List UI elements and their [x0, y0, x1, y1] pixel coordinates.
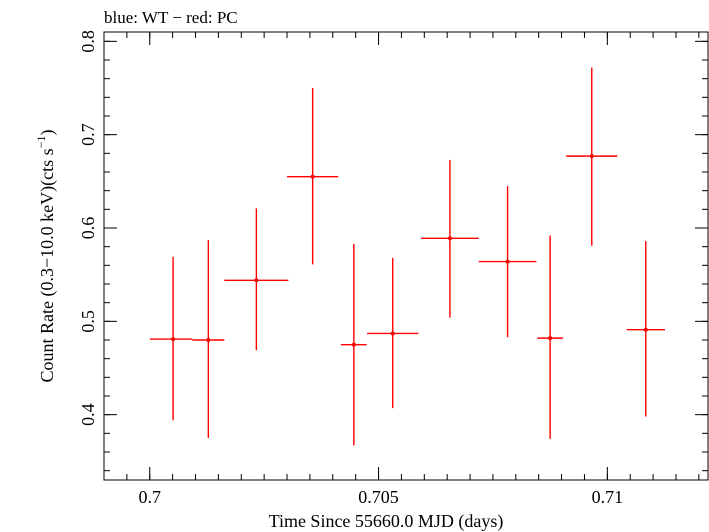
- x-axis-title: Time Since 55660.0 MJD (days): [269, 511, 504, 532]
- data-point: [421, 159, 479, 318]
- y-tick-label: 0.8: [78, 30, 98, 53]
- y-axis-title-close: ): [37, 130, 58, 136]
- y-axis-title-main: Count Rate (0.3−10.0 keV)(cts s: [37, 148, 58, 382]
- point-marker: [505, 259, 510, 264]
- point-marker: [206, 338, 211, 342]
- data-point: [224, 208, 289, 351]
- y-tick-label: 0.5: [78, 310, 98, 333]
- point-marker: [643, 327, 648, 332]
- data-point: [149, 256, 193, 421]
- point-marker: [447, 236, 452, 241]
- chart-title: blue: WT − red: PC: [104, 8, 238, 27]
- point-marker: [171, 337, 176, 342]
- data-point: [626, 241, 665, 417]
- data-point: [566, 67, 618, 246]
- x-tick-label: 0.705: [358, 487, 399, 507]
- tick-labels: 0.7 0.705 0.71 0.4 0.5 0.6 0.7 0.8: [78, 30, 623, 507]
- y-tick-label: 0.6: [78, 217, 98, 240]
- x-tick-label: 0.71: [592, 487, 624, 507]
- data-point: [287, 88, 339, 265]
- data-point: [341, 243, 367, 446]
- data-point: [192, 240, 225, 438]
- axis-ticks: [103, 32, 708, 480]
- y-axis-title-superscript: −1: [34, 136, 48, 149]
- y-tick-label: 0.4: [78, 403, 98, 426]
- data-point: [537, 235, 563, 439]
- x-tick-label: 0.7: [139, 487, 162, 507]
- point-marker: [254, 278, 259, 283]
- y-tick-label: 0.7: [78, 123, 98, 146]
- data-point: [478, 186, 537, 338]
- data-point: [367, 257, 419, 409]
- point-marker: [548, 336, 553, 341]
- point-marker: [589, 154, 594, 159]
- data-points: [149, 67, 665, 446]
- y-axis-title: Count Rate (0.3−10.0 keV)(cts s−1): [34, 130, 58, 383]
- point-marker: [390, 331, 395, 336]
- point-marker: [310, 174, 315, 179]
- plot-frame: [103, 31, 709, 481]
- point-marker: [351, 342, 356, 347]
